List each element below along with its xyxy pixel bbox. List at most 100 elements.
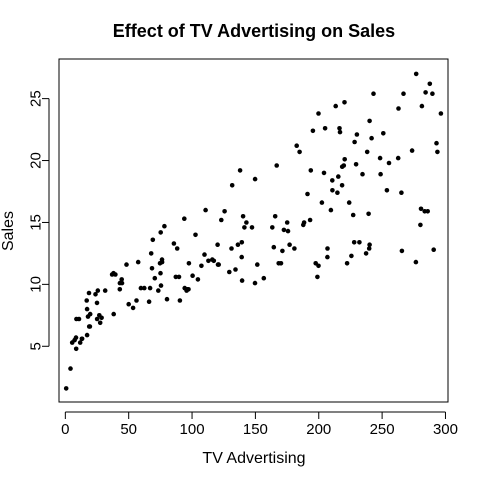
data-point xyxy=(186,287,191,292)
data-point xyxy=(94,300,100,306)
data-point xyxy=(99,315,104,321)
data-point xyxy=(148,251,154,256)
data-point xyxy=(162,223,167,229)
data-point xyxy=(173,274,179,280)
data-point xyxy=(135,259,141,265)
data-point xyxy=(63,386,69,391)
data-point xyxy=(431,247,437,252)
data-point xyxy=(254,262,260,267)
data-point xyxy=(287,242,292,247)
data-point xyxy=(366,246,372,251)
data-point xyxy=(93,292,98,297)
data-point xyxy=(113,272,118,277)
data-point xyxy=(423,90,428,95)
data-point xyxy=(325,254,330,260)
data-point xyxy=(233,267,238,272)
data-point xyxy=(249,225,255,230)
data-point xyxy=(206,258,211,264)
data-point xyxy=(76,316,82,322)
data-point xyxy=(239,278,245,283)
data-point xyxy=(377,155,383,161)
y-tick-label: 10 xyxy=(28,276,45,293)
data-point xyxy=(86,290,92,296)
data-point xyxy=(244,220,249,225)
data-point xyxy=(367,118,372,124)
data-point xyxy=(94,316,100,322)
x-tick-label: 100 xyxy=(180,421,205,438)
data-point xyxy=(419,103,425,109)
data-point xyxy=(301,220,307,225)
data-point xyxy=(193,232,198,238)
data-point xyxy=(95,288,101,293)
data-point xyxy=(164,296,170,302)
data-point xyxy=(138,285,144,291)
data-point xyxy=(237,168,243,173)
data-point xyxy=(378,171,383,177)
data-point xyxy=(215,242,220,247)
x-axis-label: TV Advertising xyxy=(202,450,305,467)
data-point xyxy=(242,225,247,230)
data-point xyxy=(360,171,365,177)
data-point xyxy=(384,188,390,193)
data-point xyxy=(68,366,73,371)
data-point xyxy=(292,246,297,251)
data-point xyxy=(272,214,278,219)
data-point xyxy=(235,242,241,247)
data-point xyxy=(333,103,339,109)
data-point xyxy=(274,163,280,168)
data-point xyxy=(305,191,310,197)
data-point xyxy=(158,283,164,288)
data-point xyxy=(261,275,267,281)
data-point xyxy=(87,311,93,317)
data-point xyxy=(371,91,376,96)
y-tick-label: 20 xyxy=(28,152,45,169)
data-point xyxy=(158,270,163,276)
data-point xyxy=(199,263,204,269)
data-point xyxy=(349,253,354,259)
data-point xyxy=(97,320,103,326)
data-point xyxy=(150,237,156,243)
data-point xyxy=(147,285,153,291)
x-tick-label: 0 xyxy=(61,421,69,438)
plot-area-frame xyxy=(58,58,449,403)
data-point xyxy=(280,248,285,254)
data-point xyxy=(240,214,246,219)
data-point xyxy=(152,275,158,281)
data-point xyxy=(366,211,371,217)
data-point xyxy=(350,212,356,218)
data-point xyxy=(190,273,195,279)
data-point xyxy=(285,228,291,234)
data-point xyxy=(84,298,89,303)
data-point xyxy=(363,251,369,256)
data-point xyxy=(322,126,328,131)
y-axis: 5 10 15 20 25 xyxy=(28,90,50,350)
data-point xyxy=(146,299,152,305)
data-point xyxy=(364,149,370,155)
data-point xyxy=(87,324,93,329)
data-point xyxy=(174,246,180,251)
data-point xyxy=(330,178,335,183)
x-tick-label: 200 xyxy=(306,421,331,438)
data-point xyxy=(369,135,374,141)
data-point xyxy=(281,227,287,233)
data-point xyxy=(386,160,392,166)
data-point xyxy=(367,242,372,247)
data-point xyxy=(84,306,90,312)
data-point xyxy=(315,274,320,280)
data-point xyxy=(149,266,155,271)
data-point xyxy=(342,157,348,162)
data-point xyxy=(252,176,258,182)
data-point xyxy=(156,288,161,293)
data-point xyxy=(339,183,345,188)
data-point xyxy=(73,335,79,340)
data-point xyxy=(395,155,401,161)
data-point xyxy=(195,277,201,282)
data-point xyxy=(182,216,187,221)
data-point xyxy=(337,129,343,135)
chart-title: Effect of TV Advertising on Sales xyxy=(113,21,395,41)
data-point xyxy=(335,190,340,195)
data-point xyxy=(124,262,129,267)
data-point xyxy=(342,100,347,105)
data-point xyxy=(176,274,182,280)
